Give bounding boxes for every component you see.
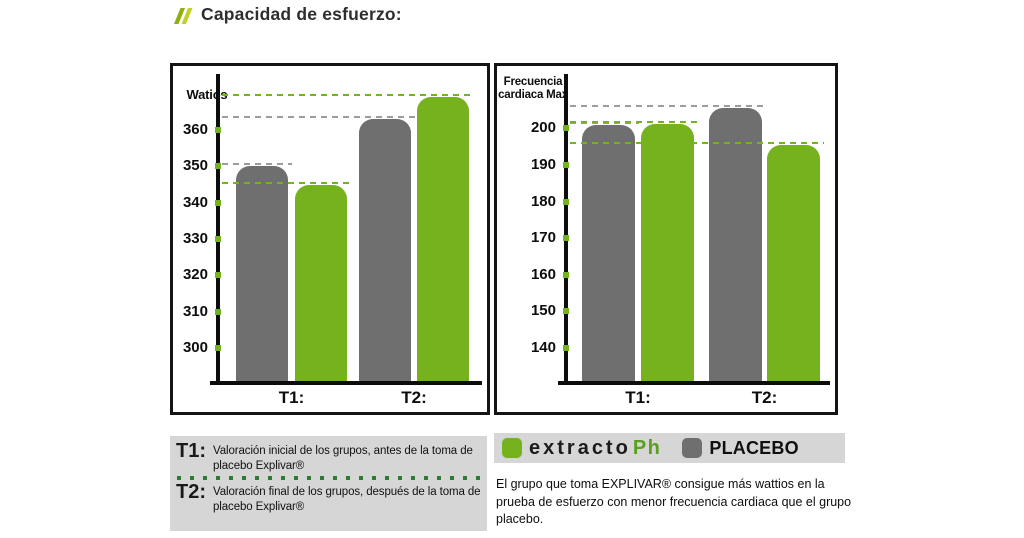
bar-extracto-t2: [767, 144, 820, 381]
definition-t2: T2: Valoración final de los grupos, desp…: [176, 482, 481, 514]
bar-placebo-t1: [236, 166, 288, 381]
t2-description: Valoración final de los grupos, después …: [213, 486, 481, 513]
y-axis: [216, 74, 220, 385]
t1-description: Valoración inicial de los grupos, antes …: [213, 445, 473, 472]
logo-word: extracto: [529, 436, 631, 459]
reference-dashline: [570, 141, 824, 144]
y-axis: [564, 74, 568, 385]
y-tick-label: 360: [182, 120, 208, 138]
x-category-label: T1:: [278, 388, 305, 407]
reference-dashline: [222, 163, 292, 166]
conclusion-text: El grupo que toma EXPLIVAR® consigue más…: [496, 477, 852, 526]
y-tick-marker: [563, 161, 569, 168]
y-tick-label: 150: [530, 302, 556, 320]
y-tick-marker: [563, 308, 569, 315]
y-tick-marker: [563, 125, 569, 132]
x-axis: [210, 381, 482, 385]
placebo-legend-label: PLACEBO: [709, 437, 799, 458]
t1-label: T1:: [176, 440, 206, 462]
y-tick-label: 170: [530, 229, 556, 247]
watts-bar-chart: Watios 300 310 320 330 340 350 360 T1: T2:: [170, 63, 490, 415]
bar-placebo-t2: [709, 108, 762, 381]
reference-dashline: [222, 94, 473, 97]
dotted-divider: [177, 476, 480, 480]
y-tick-marker: [215, 308, 221, 315]
y-tick-label: 340: [182, 193, 208, 211]
y-tick-label: 200: [530, 119, 556, 137]
t2-label: T2:: [176, 481, 206, 503]
bar-extracto-t1: [641, 123, 694, 381]
y-tick-label: 300: [182, 339, 208, 357]
bar-placebo-t1: [582, 124, 635, 381]
y-tick-marker: [563, 198, 569, 205]
y-tick-marker: [215, 163, 221, 170]
y-tick-label: 310: [182, 302, 208, 320]
reference-dashline: [222, 116, 415, 119]
y-tick-marker: [215, 236, 221, 243]
y-tick-label: 320: [182, 266, 208, 284]
logo-suffix: Ph: [632, 436, 662, 459]
bar-extracto-t2: [417, 97, 469, 381]
y-tick-marker: [563, 271, 569, 278]
extracto-swatch: [502, 438, 522, 458]
y-tick-label: 190: [530, 155, 556, 173]
x-category-label: T2:: [751, 388, 778, 407]
bar-extracto-t1: [295, 184, 347, 381]
reference-dashline: [222, 181, 351, 184]
y-tick-label: 350: [182, 157, 208, 175]
y-tick-marker: [563, 345, 569, 352]
y-tick-label: 180: [530, 192, 556, 210]
y-tick-marker: [215, 199, 221, 206]
x-category-label: T1:: [625, 388, 651, 407]
heart-rate-bar-chart: Frecuencia cardiaca Max 140 150 160 170 180 19…: [494, 63, 838, 415]
page-title: Capacidad de esfuerzo:: [201, 4, 402, 24]
y-tick-marker: [215, 345, 221, 352]
y-tick-label: 140: [530, 339, 556, 357]
y-tick-label: 330: [182, 230, 208, 248]
x-axis: [558, 381, 830, 385]
reference-dashline: [570, 120, 698, 123]
y-tick-marker: [563, 235, 569, 242]
double-slash-icon: [174, 8, 193, 24]
reference-dashline: [570, 105, 766, 108]
y-tick-label: 160: [530, 265, 556, 283]
timepoint-definitions-box: T1: Valoración inicial de los grupos, an…: [170, 436, 487, 531]
bar-placebo-t2: [359, 119, 411, 381]
y-tick-marker: [215, 126, 221, 133]
reference-dashline: [570, 121, 639, 124]
legend: extracto Ph PLACEBO: [494, 433, 845, 463]
extracto-ph-logo: extracto Ph: [529, 437, 661, 460]
x-category-label: T2:: [401, 388, 427, 407]
placebo-swatch: [682, 438, 703, 458]
y-tick-marker: [215, 272, 221, 279]
definition-t1: T1: Valoración inicial de los grupos, an…: [176, 441, 481, 473]
y-axis-label: Frecuencia cardiaca Max: [498, 76, 568, 101]
